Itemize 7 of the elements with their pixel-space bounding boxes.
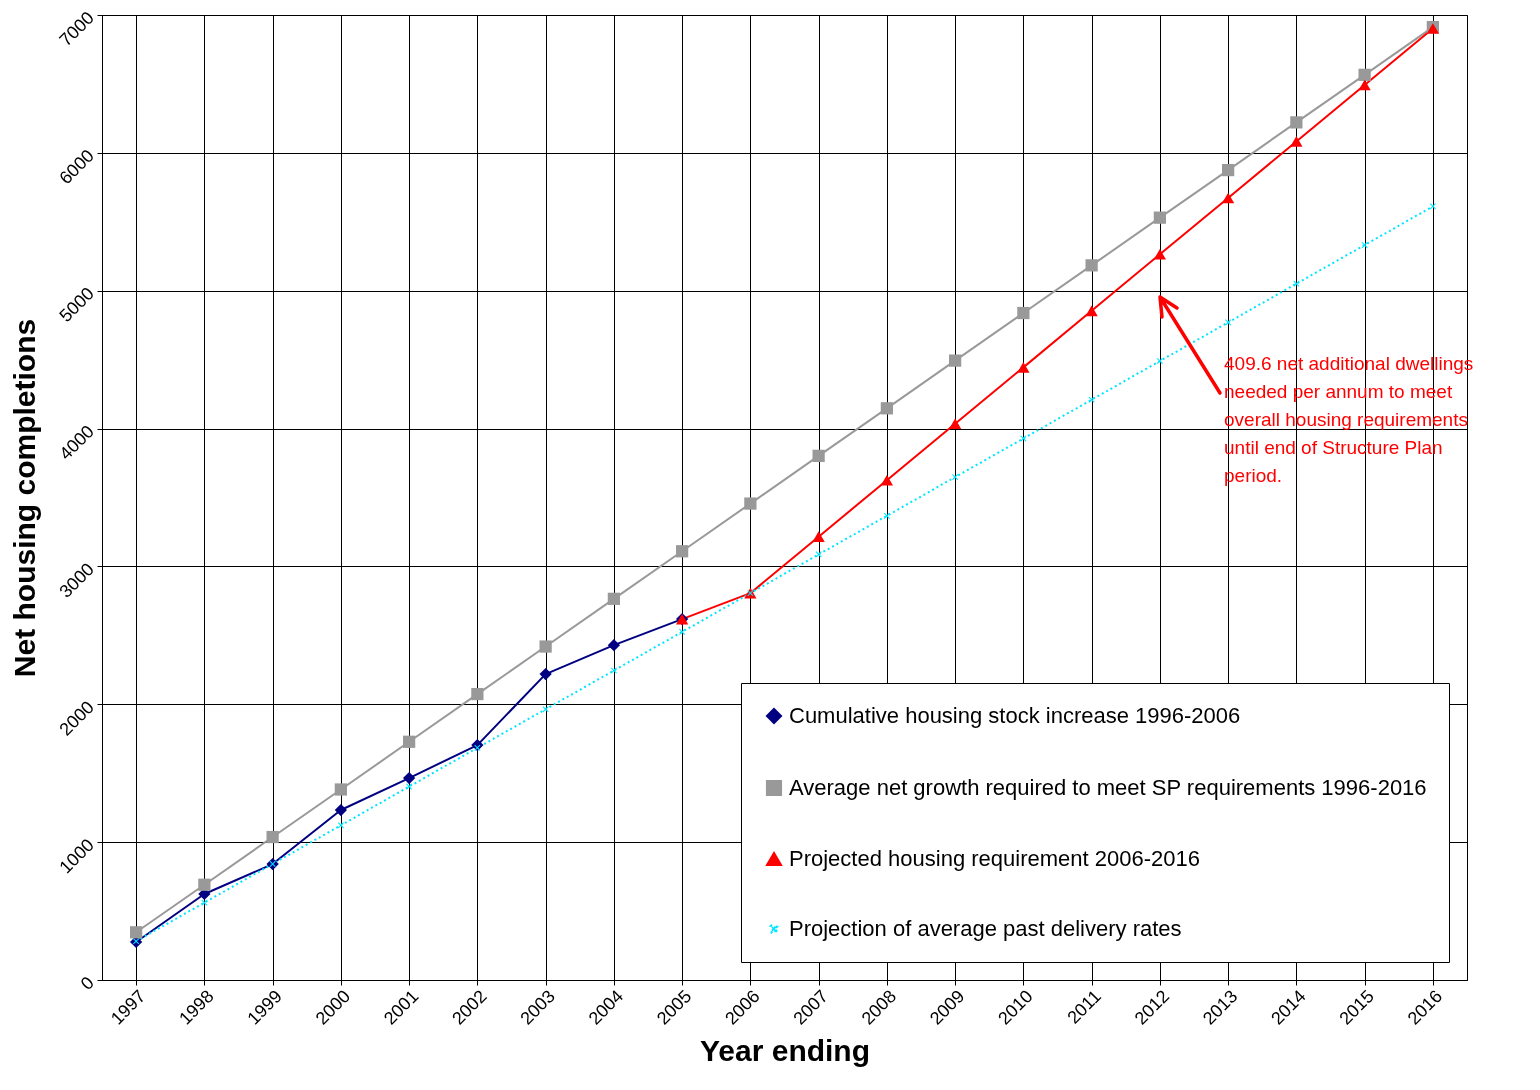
x-axis-title: Year ending [699,1033,871,1067]
legend-label: Cumulative housing stock increase 1996-2006 [789,703,1241,728]
legend-label: Average net growth required to meet SP requirements 1996-2016 [789,775,1427,800]
y-tick-label: 0 [76,972,98,994]
legend-label: Projection of average past delivery rates [789,916,1182,941]
y-axis-title: Net housing completions [7,318,41,678]
legend-label: Projected housing requirement 2006-2016 [789,846,1200,871]
